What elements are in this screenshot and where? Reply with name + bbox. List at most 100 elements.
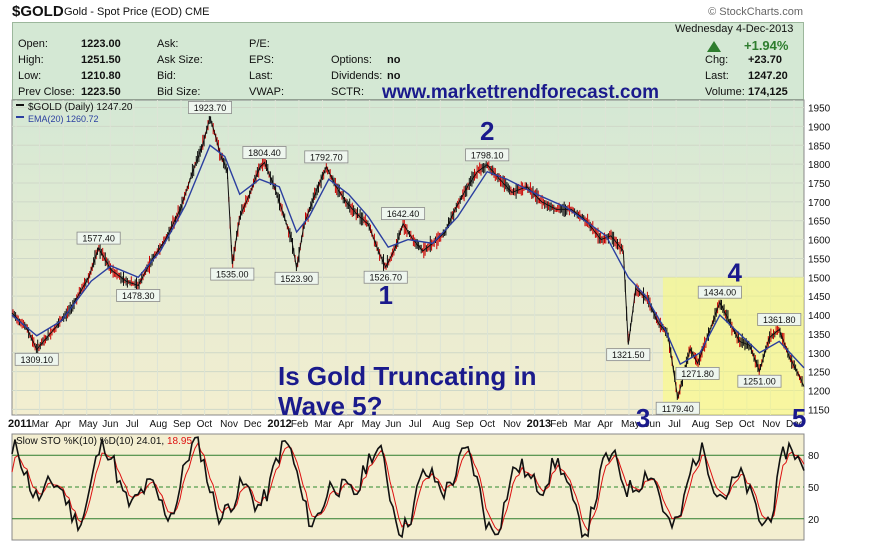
quote-value: 1247.20 [748,70,788,82]
legend-ema: EMA(20) 1260.72 [28,114,99,124]
x-tick-label: 2013 [527,418,551,429]
price-label: 1792.70 [310,152,343,162]
quote-value: 1210.80 [81,70,121,82]
quote-value: no [387,54,401,66]
sto-tick-label: 20 [808,515,820,526]
y-tick-label: 1900 [808,122,831,133]
quote-date: Wednesday 4-Dec-2013 [675,23,794,35]
x-tick-label: Sep [456,419,474,429]
wave-label: 1 [378,280,392,310]
x-tick-label: Mar [314,419,332,429]
x-tick-label: Feb [550,419,568,429]
price-label-box [304,150,349,164]
website-url: www.markettrendforecast.com [382,82,659,103]
x-tick-label: Feb [291,419,309,429]
price-label: 1271.80 [681,369,714,379]
quote-value: 1223.00 [81,38,121,50]
quote-value: 1223.50 [81,86,121,98]
price-label-box [187,101,232,114]
y-tick-label: 1850 [808,141,831,152]
y-tick-label: 1700 [808,198,831,209]
chart-header: $GOLD Gold - Spot Price (EOD) CME © Stoc… [0,0,871,22]
quote-label: P/E: [249,38,270,50]
price-label: 1923.70 [194,103,227,113]
quote-value: no [387,70,401,82]
symbol-description: Gold - Spot Price (EOD) CME [64,6,210,18]
price-label-box [381,207,426,220]
ema-line [11,144,805,369]
price-label-box [675,366,720,380]
quote-label: Last: [705,70,729,82]
price-label: 1535.00 [216,270,249,280]
price-label-box [76,231,121,245]
y-tick-label: 1350 [808,330,831,341]
y-tick-label: 1200 [808,386,831,397]
x-tick-label: May [79,419,98,429]
x-tick-label: Oct [480,419,496,429]
y-tick-label: 1550 [808,254,831,265]
price-label-box [242,146,287,159]
x-tick-label: Nov [762,419,780,429]
quote-label: Prev Close: [18,86,75,98]
sto-tick-label: 50 [808,483,820,494]
x-tick-label: Aug [432,419,450,429]
y-tick-label: 1950 [808,104,831,115]
quote-label: Bid Size: [157,86,201,98]
x-tick-label: Dec [244,419,262,429]
x-tick-label: May [621,419,640,429]
x-tick-label: Aug [149,419,167,429]
watermark-text: © StockCharts.com [708,6,803,18]
price-label: 1361.80 [763,315,796,325]
sto-k-line [11,436,805,539]
wave-label: 5 [792,403,806,429]
legend-price: $GOLD (Daily) 1247.20 [28,102,133,113]
annotation-line: Is Gold Truncating in [278,361,537,391]
price-label: 1321.50 [612,350,645,360]
x-tick-label: Mar [574,419,592,429]
x-tick-label: Jul [409,419,422,429]
up-arrow-icon [707,41,721,52]
y-tick-label: 1450 [808,292,831,303]
price-label-box [606,348,651,362]
quote-label: SCTR: [331,86,364,98]
y-tick-label: 1250 [808,368,831,379]
sto-legend-value: 18.95 [167,436,192,447]
x-tick-label: Jul [668,419,681,429]
x-tick-label: 2011 [8,418,32,429]
y-tick-label: 1300 [808,349,831,360]
x-tick-label: Jun [102,419,118,429]
quote-label: Open: [18,38,48,50]
price-label-box [274,271,319,285]
quote-label: Ask Size: [157,54,203,66]
quote-label: EPS: [249,54,275,66]
x-tick-label: Sep [715,419,733,429]
legend-swatch [16,104,24,106]
x-tick-label: Aug [692,419,710,429]
quote-value: +23.70 [748,54,782,66]
y-tick-label: 1400 [808,311,831,322]
x-tick-label: Oct [739,419,755,429]
change-percent: +1.94% [744,38,789,53]
price-label: 1309.10 [20,355,53,365]
price-label: 1251.00 [743,377,776,387]
x-tick-label: 2012 [267,418,291,429]
price-label-box [465,148,510,162]
price-label: 1577.40 [82,234,115,244]
x-tick-label: Oct [197,419,213,429]
y-tick-label: 1150 [808,405,830,416]
price-label: 1526.70 [369,273,402,283]
x-tick-label: Apr [55,419,71,429]
quote-label: Bid: [157,70,176,82]
quote-label: Ask: [157,38,179,50]
quote-value: 1251.50 [81,54,121,66]
price-label-box [210,267,255,281]
x-tick-label: Apr [338,419,354,429]
x-tick-label: Jun [645,419,661,429]
x-tick-label: Jun [385,419,401,429]
quote-label: Options: [331,54,372,66]
price-label-box [737,374,782,388]
price-label: 1434.00 [704,288,737,298]
quote-label: High: [18,54,44,66]
y-tick-label: 1800 [808,160,831,171]
wave-label: 3 [636,403,650,429]
